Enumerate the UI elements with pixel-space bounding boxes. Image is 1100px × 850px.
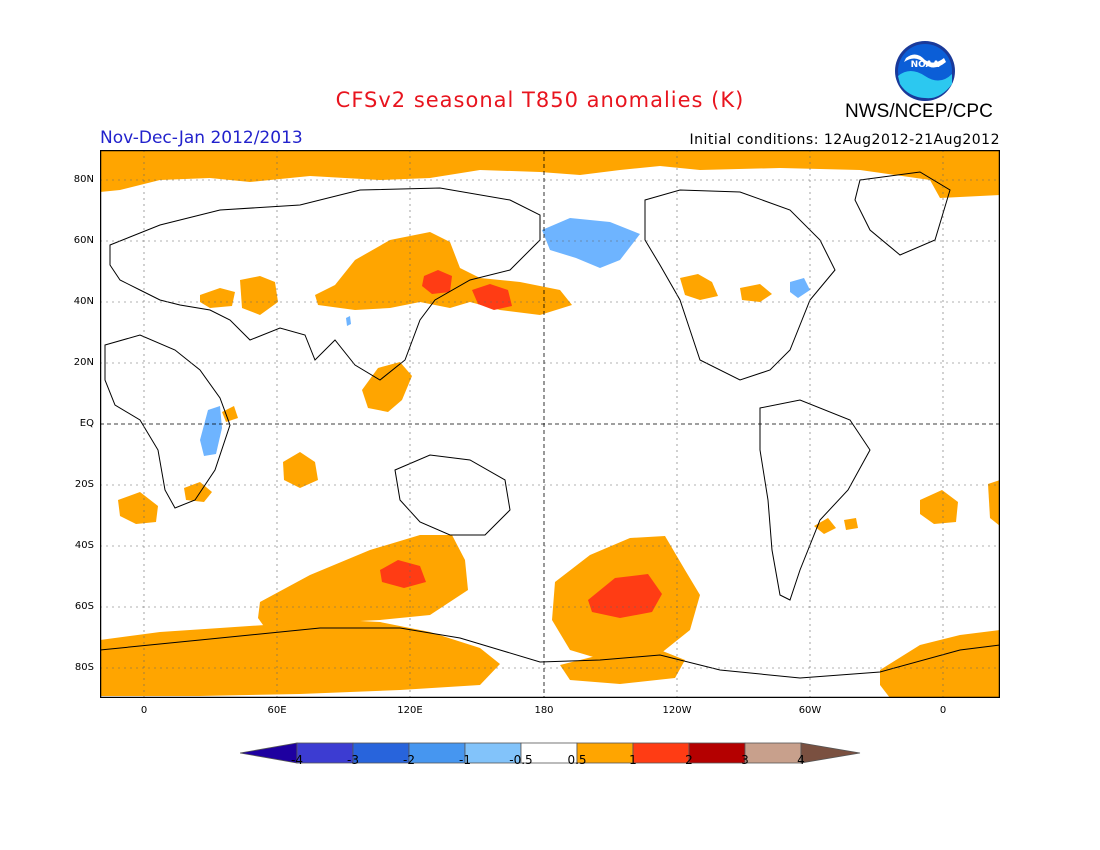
lat-label-80n: 80N — [73, 174, 94, 185]
colorbar-high-arrow — [800, 742, 861, 764]
lon-label-120e: 120E — [397, 705, 423, 716]
lat-label-80s: 80S — [74, 662, 94, 673]
map-title: CFSv2 seasonal T850 anomalies (K) — [335, 88, 745, 112]
equator-dateline — [100, 150, 1000, 698]
lat-label-40n: 40N — [73, 296, 94, 307]
cool-anomaly-regions — [200, 218, 810, 456]
lon-label-60w: 60W — [798, 705, 822, 716]
lon-label-0-east: 0 — [939, 705, 947, 716]
noaa-logo: NOAA — [895, 41, 955, 101]
colorbar-label: -1 — [459, 753, 471, 767]
agency-label: NWS/NCEP/CPC — [845, 101, 993, 122]
lat-label-eq: EQ — [79, 418, 94, 429]
lat-label-60s: 60S — [74, 601, 94, 612]
coastlines — [100, 171, 1000, 679]
anomaly-map — [100, 150, 1000, 698]
initial-conditions-label: Initial conditions: 12Aug2012-21Aug2012 — [689, 132, 1000, 148]
lon-label-60e: 60E — [267, 705, 287, 716]
svg-text:NOAA: NOAA — [911, 60, 940, 70]
lat-label-40s: 40S — [74, 540, 94, 551]
colorbar-label: -3 — [347, 753, 359, 767]
colorbar-label: -4 — [291, 753, 303, 767]
colorbar-label: -0.5 — [509, 753, 533, 767]
lon-label-120w: 120W — [662, 705, 692, 716]
lon-label-180: 180 — [534, 705, 554, 716]
colorbar-label: 2 — [685, 753, 693, 767]
colorbar-label: 1 — [629, 753, 637, 767]
lat-label-20s: 20S — [74, 479, 94, 490]
colorbar-label: 4 — [797, 753, 805, 767]
colorbar-label: -2 — [403, 753, 415, 767]
colorbar-label: 3 — [741, 753, 749, 767]
warm-anomaly-regions — [100, 150, 1000, 698]
strong-warm-anomaly-regions — [380, 270, 662, 618]
colorbar — [240, 742, 861, 764]
lat-label-60n: 60N — [73, 235, 94, 246]
colorbar-label: 0.5 — [567, 753, 587, 767]
lon-label-0-west: 0 — [140, 705, 148, 716]
graticule — [100, 150, 1000, 698]
lat-label-20n: 20N — [73, 357, 94, 368]
season-label: Nov-Dec-Jan 2012/2013 — [100, 128, 303, 148]
